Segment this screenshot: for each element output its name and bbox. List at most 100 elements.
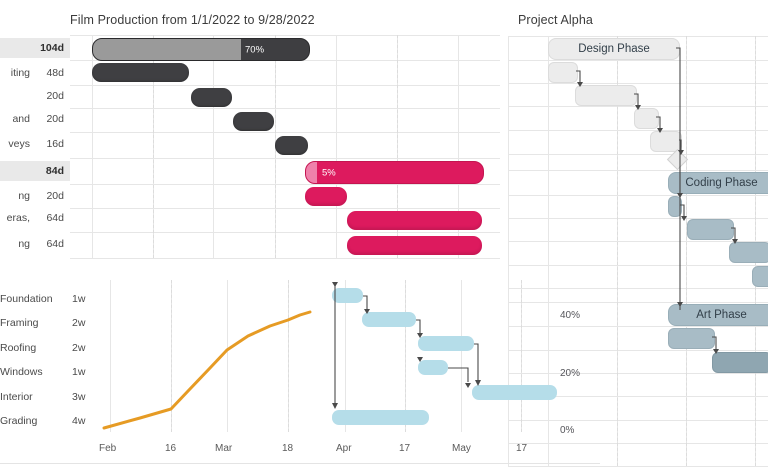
- grid-v: [617, 36, 618, 466]
- task-duration: 104d: [40, 42, 64, 54]
- grid-h: [508, 302, 768, 303]
- summary-bar-2-fill: [306, 162, 317, 183]
- task-name: ng: [18, 190, 30, 202]
- grid-h: [508, 170, 768, 171]
- task-bar-pink-2[interactable]: [347, 211, 482, 230]
- construction-task-name: Framing: [0, 317, 39, 329]
- grid-v: [336, 35, 337, 258]
- task-bar-4[interactable]: [275, 136, 308, 155]
- grid-v: [153, 35, 154, 258]
- task-name: ng: [18, 238, 30, 250]
- grid-v: [110, 280, 111, 432]
- grid-h: [508, 373, 768, 374]
- grid-h: [70, 208, 500, 209]
- grid-v: [288, 280, 289, 432]
- summary-bar-2-progress-label: 5%: [322, 167, 336, 178]
- grid-v: [405, 280, 406, 432]
- y-axis-label-20: 20%: [560, 368, 581, 379]
- bottom-task-bar-3[interactable]: [418, 336, 474, 351]
- grid-h: [508, 350, 768, 351]
- x-axis-tick: 17: [399, 443, 411, 454]
- bottom-task-bar-5[interactable]: [472, 385, 557, 400]
- project-alpha-title: Project Alpha: [518, 13, 593, 27]
- construction-task-duration: 4w: [72, 415, 86, 427]
- summary-bar-1-fill: [93, 39, 241, 60]
- grid-v: [171, 280, 172, 432]
- art-task-1[interactable]: [668, 328, 715, 349]
- summary-bar-1-progress-label: 70%: [245, 44, 265, 55]
- bottom-task-bar-1[interactable]: [332, 288, 363, 303]
- grid-v: [461, 280, 462, 432]
- construction-task-duration: 1w: [72, 366, 86, 378]
- grid-h: [508, 36, 768, 37]
- x-axis-tick: Apr: [336, 443, 352, 454]
- task-duration: 48d: [46, 67, 64, 79]
- bottom-task-bar-4[interactable]: [418, 360, 448, 375]
- coding-task-3[interactable]: [729, 242, 768, 263]
- phase-label-coding[interactable]: Coding Phase: [668, 172, 768, 194]
- grid-v: [458, 35, 459, 258]
- task-name: iting: [10, 67, 30, 79]
- x-axis-tick: Mar: [215, 443, 233, 454]
- grid-h: [70, 184, 500, 185]
- grid-h: [70, 108, 500, 109]
- construction-task-duration: 3w: [72, 391, 86, 403]
- task-duration: 20d: [46, 190, 64, 202]
- task-name: eras,: [6, 212, 30, 224]
- task-duration: 64d: [46, 238, 64, 250]
- task-bar-writing[interactable]: [92, 63, 189, 82]
- task-duration: 64d: [46, 212, 64, 224]
- grid-h: [508, 443, 768, 444]
- construction-panel: Foundation 1w Framing 2w Roofing 2w Wind…: [0, 270, 600, 474]
- x-axis-tick: May: [452, 443, 471, 454]
- design-task-2[interactable]: [575, 85, 637, 106]
- grid-h: [70, 132, 500, 133]
- art-task-2[interactable]: [712, 352, 768, 373]
- construction-task-name: Grading: [0, 415, 38, 427]
- x-axis-tick: 18: [282, 443, 294, 454]
- coding-task-2[interactable]: [687, 219, 734, 240]
- film-production-panel: Film Production from 1/1/2022 to 9/28/20…: [0, 0, 500, 270]
- construction-task-duration: 1w: [72, 293, 86, 305]
- task-duration: 16d: [46, 138, 64, 150]
- task-bar-pink-3[interactable]: [347, 236, 482, 255]
- bottom-task-bar-6[interactable]: [332, 410, 429, 425]
- grid-v: [521, 280, 522, 432]
- grid-h: [508, 396, 768, 397]
- x-axis-tick: Feb: [99, 443, 117, 454]
- bottom-task-bar-2[interactable]: [362, 312, 416, 327]
- task-bar-pink-1[interactable]: [305, 187, 347, 206]
- construction-task-name: Interior: [0, 391, 33, 403]
- grid-v: [548, 36, 549, 466]
- construction-task-name: Windows: [0, 366, 43, 378]
- phase-label-design[interactable]: Design Phase: [548, 38, 680, 60]
- grid-h: [508, 241, 768, 242]
- grid-h: [508, 106, 768, 107]
- task-bar-3[interactable]: [233, 112, 274, 131]
- x-axis-tick: 16: [165, 443, 177, 454]
- summary-bar-1[interactable]: 70%: [92, 38, 310, 61]
- construction-task-duration: 2w: [72, 317, 86, 329]
- task-name: veys: [8, 138, 30, 150]
- design-task-1[interactable]: [548, 62, 578, 83]
- design-milestone[interactable]: [666, 148, 689, 171]
- grid-v: [213, 35, 214, 258]
- grid-h: [70, 158, 500, 159]
- grid-h: [508, 466, 768, 467]
- task-bar-2[interactable]: [191, 88, 232, 107]
- grid-h: [508, 83, 768, 84]
- construction-task-duration: 2w: [72, 342, 86, 354]
- coding-task-1[interactable]: [668, 196, 682, 217]
- grid-h: [70, 85, 500, 86]
- grid-h: [508, 154, 768, 155]
- design-task-3[interactable]: [634, 108, 659, 129]
- grid-h: [508, 218, 768, 219]
- grid-h: [508, 265, 768, 266]
- grid-h: [508, 195, 768, 196]
- grid-h: [508, 60, 768, 61]
- summary-bar-2[interactable]: 5%: [305, 161, 484, 184]
- coding-task-4[interactable]: [752, 266, 768, 287]
- phase-label-art[interactable]: Art Phase: [668, 304, 768, 326]
- y-axis-label-0: 0%: [560, 425, 575, 436]
- grid-v: [92, 35, 93, 258]
